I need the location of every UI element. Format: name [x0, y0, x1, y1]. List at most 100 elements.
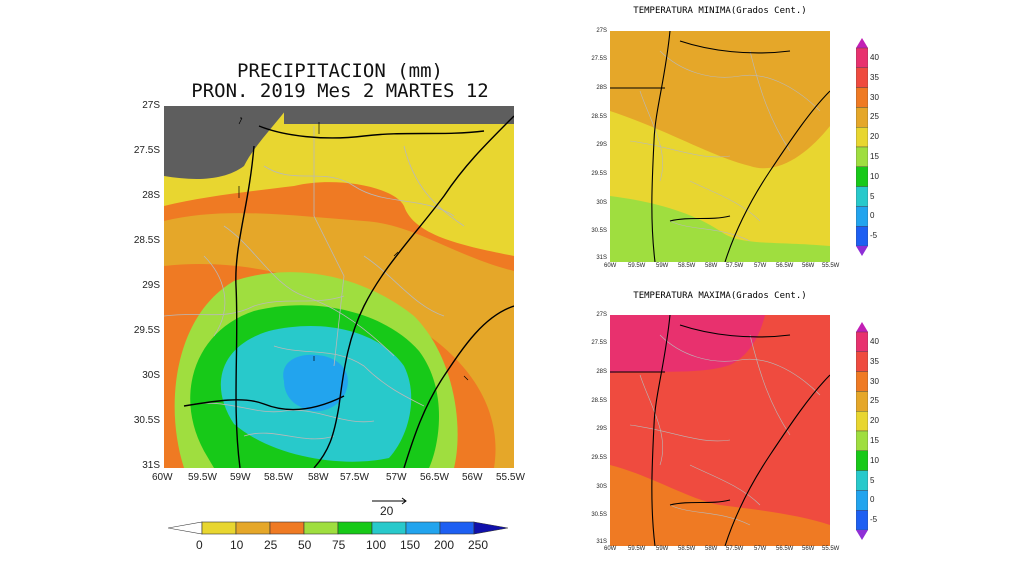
lat-tick: 29S	[596, 142, 607, 148]
colorbar-swatch	[337, 521, 373, 535]
tmin-lat-axis: 27S 27.5S 28S 28.5S 29S 29.5S 30S 30.5S …	[586, 28, 608, 264]
colorbar-swatch	[269, 521, 305, 535]
lat-tick: 29S	[596, 426, 607, 432]
colorbar-swatch	[856, 107, 868, 128]
colorbar-swatch	[856, 67, 868, 88]
tmax-lon-axis: 60W 59.5W 59W 58.5W 58W 57.5W 57W 56.5W …	[602, 546, 842, 554]
colorbar-swatch	[168, 521, 203, 535]
tmax-title: TEMPERATURA MAXIMA(Grados Cent.)	[633, 291, 807, 301]
colorbar-swatch	[856, 450, 868, 471]
lon-tick: 59.5W	[628, 263, 646, 269]
lat-tick: 27.5S	[591, 56, 607, 62]
colorbar-label: 150	[400, 538, 421, 552]
colorbar-swatch	[856, 186, 868, 207]
lon-tick: 57.5W	[340, 472, 369, 483]
lat-tick: 27.5S	[591, 340, 607, 346]
colorbar-swatch	[856, 351, 868, 372]
lat-tick: 30.5S	[591, 228, 607, 234]
colorbar-label: 35	[870, 356, 879, 366]
colorbar-label: 30	[870, 92, 879, 102]
colorbar-swatch	[303, 521, 339, 535]
lat-tick: 27.5S	[133, 145, 160, 156]
lat-tick: 28.5S	[133, 235, 160, 246]
colorbar-label: 75	[332, 538, 346, 552]
lon-tick: 60W	[152, 472, 173, 483]
colorbar-arrow-bottom	[856, 246, 868, 256]
colorbar-swatch	[856, 146, 868, 167]
lat-tick: 29.5S	[591, 171, 607, 177]
colorbar-label: 40	[870, 336, 879, 346]
tmax-lat-axis: 27S 27.5S 28S 28.5S 29S 29.5S 30S 30.5S …	[586, 312, 608, 548]
colorbar-label: 15	[870, 435, 879, 445]
lon-tick: 58.5W	[264, 472, 293, 483]
precip-colorbar: 0 10 25 50 75 100 150 200 250	[168, 520, 508, 558]
lon-tick: 59.5W	[188, 472, 217, 483]
lon-tick: 58W	[705, 546, 718, 552]
lon-tick: 55.5W	[822, 263, 840, 269]
lon-tick: 56W	[802, 546, 815, 552]
lon-tick: 57W	[754, 263, 767, 269]
lat-tick: 29.5S	[133, 325, 160, 336]
colorbar-label: 25	[870, 396, 879, 406]
lat-tick: 30S	[596, 200, 607, 206]
lat-tick: 30.5S	[591, 512, 607, 518]
colorbar-label: 10	[870, 455, 879, 465]
colorbar-swatch	[856, 410, 868, 432]
colorbar-swatch	[856, 206, 868, 227]
colorbar-label: 50	[298, 538, 312, 552]
lon-tick: 57W	[754, 546, 767, 552]
lat-tick: 30S	[596, 484, 607, 490]
colorbar-swatch	[235, 521, 271, 535]
colorbar-swatch	[856, 490, 868, 511]
colorbar-swatch	[856, 166, 868, 187]
lon-tick: 56.5W	[776, 263, 794, 269]
colorbar-swatch	[856, 509, 868, 531]
colorbar-label: 5	[870, 191, 875, 201]
lon-tick: 57W	[386, 472, 407, 483]
colorbar-label: 5	[870, 475, 875, 485]
lon-tick: 55.5W	[496, 472, 525, 483]
colorbar-label: -5	[870, 515, 878, 525]
colorbar-swatch	[856, 47, 868, 68]
lon-tick: 56W	[462, 472, 483, 483]
colorbar-label: 20	[870, 132, 879, 142]
precip-title-line1: PRECIPITACION (mm)	[237, 60, 443, 82]
colorbar-label: -5	[870, 231, 878, 241]
lon-tick: 58W	[308, 472, 329, 483]
lat-tick: 28.5S	[591, 114, 607, 120]
colorbar-label: 0	[870, 495, 875, 505]
colorbar-swatch	[856, 430, 868, 451]
colorbar-arrow-bottom	[856, 530, 868, 540]
colorbar-arrow-top	[856, 322, 868, 332]
lat-tick: 27S	[142, 100, 160, 111]
lat-tick: 27S	[596, 312, 607, 318]
colorbar-label: 15	[870, 151, 879, 161]
lon-tick: 58W	[705, 263, 718, 269]
colorbar-swatch	[856, 371, 868, 392]
colorbar-label: 0	[196, 538, 203, 552]
lon-tick: 59W	[656, 546, 669, 552]
lat-tick: 28S	[142, 190, 160, 201]
vector-ref-label: 20	[380, 504, 394, 518]
lat-tick: 27S	[596, 28, 607, 34]
lon-tick: 59.5W	[628, 546, 646, 552]
lon-tick: 58.5W	[678, 546, 696, 552]
tmin-lon-axis: 60W 59.5W 59W 58.5W 58W 57.5W 57W 56.5W …	[602, 263, 842, 271]
lat-tick: 29.5S	[591, 455, 607, 461]
colorbar-label: 40	[870, 52, 879, 62]
lat-tick: 28.5S	[591, 398, 607, 404]
colorbar-swatch	[856, 331, 868, 352]
lon-tick: 57.5W	[726, 263, 744, 269]
colorbar-swatch	[856, 225, 868, 247]
precip-title-line2: PRON. 2019 Mes 2 MARTES 12	[191, 80, 489, 102]
colorbar-swatch	[201, 521, 237, 535]
lon-tick: 58.5W	[678, 263, 696, 269]
colorbar-label: 10	[870, 171, 879, 181]
lat-tick: 30.5S	[133, 415, 160, 426]
lon-tick: 55.5W	[822, 546, 840, 552]
tmax-colorbar: 40 35 30 25 20 15 10 5 0 -5	[856, 322, 886, 540]
precip-map	[164, 106, 514, 468]
lat-tick: 30S	[142, 370, 160, 381]
colorbar-label: 30	[870, 376, 879, 386]
precip-lat-axis: 27S 27.5S 28S 28.5S 29S 29.5S 30S 30.5S …	[116, 100, 162, 474]
